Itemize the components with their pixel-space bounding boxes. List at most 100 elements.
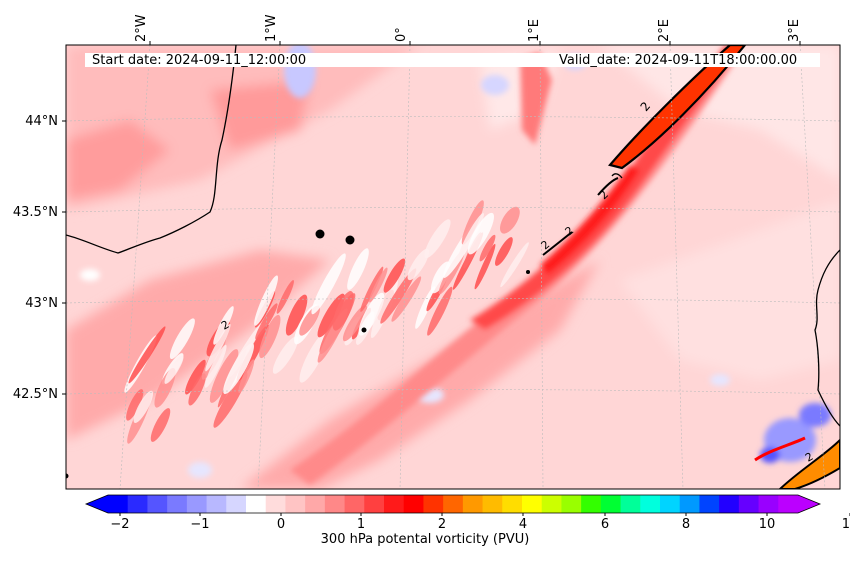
lon-tick-label: 1°W	[264, 14, 279, 42]
wave-streak	[500, 242, 529, 288]
wave-streak	[228, 323, 263, 378]
wave-streak	[238, 359, 255, 394]
map-gridlines	[66, 45, 840, 489]
wave-streak	[150, 408, 171, 442]
pv-contour-fragment	[542, 231, 573, 256]
wave-streak	[347, 248, 369, 290]
wave-streak	[342, 305, 368, 342]
wave-streak	[128, 326, 166, 384]
date-banner	[85, 53, 820, 67]
lon-tick-label: 3°E	[787, 19, 802, 42]
lat-tick-marks	[62, 120, 66, 395]
colorbar	[84, 494, 850, 516]
city-marker	[345, 235, 355, 245]
colorbar-swatch	[462, 495, 484, 513]
wave-streak	[479, 234, 496, 262]
lon-tick-label: 0°	[394, 27, 409, 42]
colorbar-tick-label: 8	[681, 517, 691, 532]
wave-streak	[254, 275, 279, 326]
coastline-bay-of-biscay	[66, 45, 237, 254]
wave-streak	[169, 318, 195, 360]
colorbar-swatch	[443, 495, 464, 513]
wave-streak	[204, 344, 227, 388]
wave-streak	[209, 349, 239, 403]
wave-streak	[474, 243, 496, 290]
colorbar-swatch	[758, 495, 779, 513]
colorbar-outline	[84, 494, 822, 514]
wave-streak	[188, 373, 206, 406]
colorbar-swatch	[522, 495, 543, 513]
wave-streak	[415, 286, 436, 329]
colorbar-swatch	[108, 495, 129, 513]
colorbar-tick-label: −2	[110, 517, 130, 532]
pv-filament-core	[608, 45, 747, 170]
wave-streak	[311, 253, 346, 315]
wave-streak	[370, 279, 398, 339]
colorbar-tick-label: 14	[841, 517, 850, 532]
wave-streak	[495, 237, 513, 266]
lon-tick-label: 1°E	[527, 19, 542, 42]
colorbar-swatch	[719, 495, 740, 513]
colorbar-swatch	[581, 495, 602, 513]
colorbar-swatch	[660, 495, 681, 513]
coastline-mediterranean	[814, 249, 840, 427]
colorbar-swatch	[482, 495, 503, 513]
wave-streak	[380, 268, 417, 324]
wave-streak	[427, 286, 453, 336]
colorbar-swatch	[778, 495, 799, 513]
wave-streak	[369, 267, 388, 303]
colorbar-swatch	[699, 495, 720, 513]
colorbar-swatch	[561, 495, 582, 513]
pv-red-streak	[754, 436, 806, 462]
lat-tick-label: 43.5°N	[12, 205, 58, 220]
wave-streak	[500, 206, 520, 234]
colorbar-swatch	[324, 495, 346, 513]
wave-streak	[213, 306, 234, 345]
colorbar-extend-max	[798, 495, 820, 513]
wave-streak	[276, 280, 294, 314]
contour-dot	[361, 327, 367, 333]
wave-streak	[467, 212, 495, 255]
wave-streak	[458, 213, 484, 258]
wave-streak	[272, 336, 299, 374]
gravity-wave-streaks	[124, 200, 529, 444]
wave-streak	[360, 266, 384, 312]
colorbar-swatch	[423, 495, 444, 513]
colorbar-tick-label: 6	[600, 517, 610, 532]
colorbar-tick-label: 4	[518, 517, 528, 532]
colorbar-swatch	[147, 495, 168, 513]
colorbar-swatch	[620, 495, 641, 513]
colorbar-swatch	[246, 495, 267, 513]
colorbar-swatch	[364, 495, 385, 513]
pv-filament-southeast	[778, 438, 840, 489]
colorbar-tick-label: 10	[758, 517, 776, 532]
wave-streak	[317, 293, 345, 338]
wave-streak	[164, 355, 184, 384]
valid-date-label: Valid_date: 2024-09-11T18:00:00.00	[559, 53, 798, 68]
wave-streak	[332, 291, 354, 331]
colorbar-tick-label: 0	[276, 517, 286, 532]
wave-streak	[424, 219, 451, 259]
colorbar-swatch	[305, 495, 326, 513]
colorbar-tick-label: −1	[190, 517, 210, 532]
contour-dot	[66, 473, 69, 479]
wave-streak	[259, 314, 281, 359]
wave-streak	[461, 200, 484, 245]
lat-tick-label: 43°N	[25, 296, 58, 311]
colorbar-swatch	[285, 495, 306, 513]
colorbar-tick-label: 1	[356, 517, 366, 532]
wave-streak	[285, 294, 308, 336]
lat-tick-label: 42.5°N	[12, 387, 58, 402]
lon-tick-label: 2°E	[657, 19, 672, 42]
wave-streak	[133, 390, 154, 424]
colorbar-swatch	[541, 495, 562, 513]
colorbar-swatch	[679, 495, 700, 513]
colorbar-swatch	[502, 495, 523, 513]
colorbar-swatch	[600, 495, 622, 513]
colorbar-swatch	[167, 495, 188, 513]
colorbar-swatch	[127, 495, 148, 513]
pv-contour-fragment	[597, 177, 619, 196]
lon-tick-marks	[149, 41, 801, 45]
